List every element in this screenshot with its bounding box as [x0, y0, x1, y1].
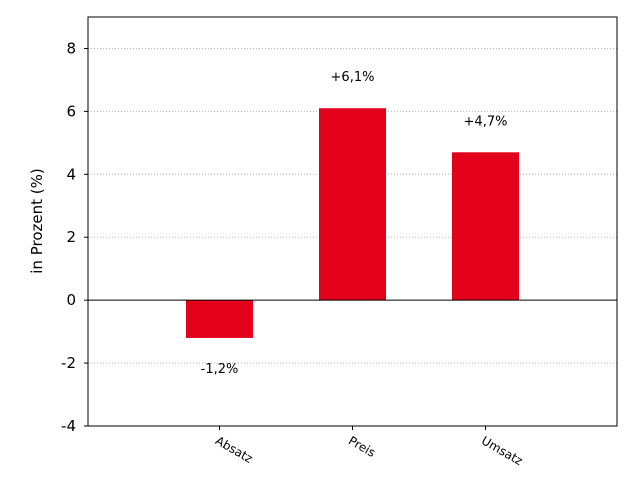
data-label-preis: +6,1% — [331, 70, 375, 85]
y-axis-title: in Prozent (%) — [28, 168, 46, 273]
y-tick-label: 0 — [66, 291, 76, 309]
y-tick-label: 2 — [66, 228, 76, 246]
y-tick-label: 4 — [66, 165, 76, 183]
y-axis-ticks: -4 -2 0 2 4 6 8 — [61, 39, 88, 435]
y-tick-label: -4 — [61, 417, 76, 435]
data-label-absatz: -1,2% — [201, 362, 239, 377]
bars — [186, 108, 519, 338]
bar-preis — [319, 108, 386, 301]
bar-absatz — [186, 300, 253, 338]
data-label-umsatz: +4,7% — [464, 114, 508, 129]
y-tick-label: -2 — [61, 354, 76, 372]
y-tick-label: 6 — [66, 102, 76, 120]
bar-umsatz — [452, 152, 519, 301]
y-tick-label: 8 — [66, 39, 76, 57]
data-labels: -1,2% +6,1% +4,7% — [201, 70, 508, 377]
